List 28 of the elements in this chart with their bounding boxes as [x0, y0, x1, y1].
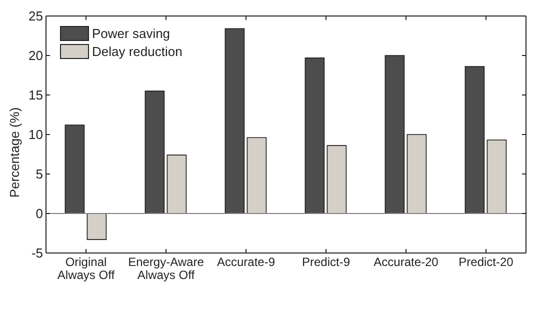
bar — [406, 134, 427, 214]
y-tick-label: 25 — [28, 8, 43, 24]
bar — [464, 66, 485, 214]
x-tick-label: Predict-20 — [458, 255, 514, 269]
y-axis-title: Percentage (%) — [6, 107, 22, 198]
bar — [224, 28, 245, 214]
x-tick-label: Predict-9 — [302, 255, 350, 269]
y-tick-label: 0 — [36, 206, 43, 222]
y-tick-label: 15 — [28, 88, 43, 103]
x-tick-label: Accurate-20 — [374, 255, 439, 269]
bar — [144, 90, 165, 214]
y-tick-label: 20 — [28, 48, 43, 64]
legend-label: Power saving — [92, 26, 170, 41]
bar — [86, 213, 107, 240]
bar — [166, 154, 187, 214]
x-tick-label: Energy-Aware Always Off — [128, 255, 204, 282]
y-tick-label: 10 — [28, 127, 43, 142]
legend-label: Delay reduction — [92, 44, 182, 59]
x-tick-label: Original Always Off — [57, 255, 116, 282]
x-tick-label: Accurate-9 — [216, 255, 276, 269]
bar — [304, 57, 325, 214]
y-tick-label: -5 — [31, 246, 43, 261]
bar — [486, 140, 507, 214]
bar — [326, 145, 347, 214]
y-tick-label: 5 — [36, 166, 43, 182]
bar — [384, 55, 405, 214]
bar — [246, 137, 267, 214]
bar — [64, 124, 85, 214]
